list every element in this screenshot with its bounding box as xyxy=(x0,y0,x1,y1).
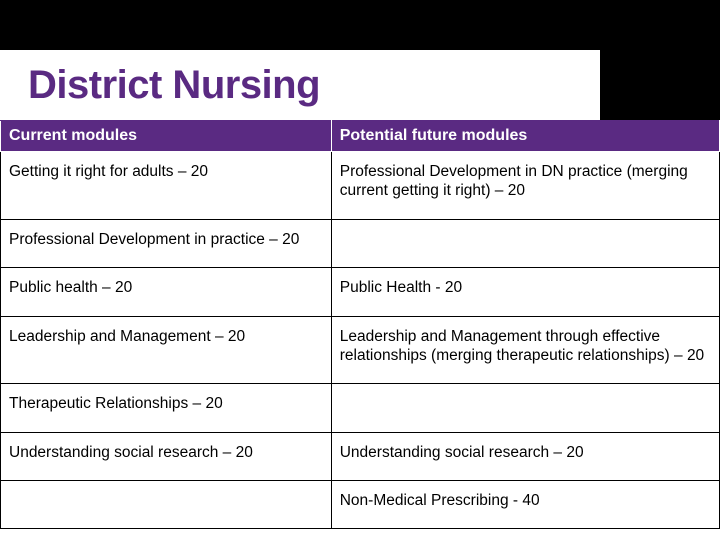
cell-future xyxy=(331,219,719,267)
table-row: Leadership and Management – 20 Leadershi… xyxy=(1,316,720,384)
table-row: Non-Medical Prescribing - 40 xyxy=(1,481,720,529)
cell-current: Understanding social research – 20 xyxy=(1,432,332,480)
cell-future: Public Health - 20 xyxy=(331,268,719,316)
col-header-current: Current modules xyxy=(1,121,332,152)
table-header-row: Current modules Potential future modules xyxy=(1,121,720,152)
table-row: Understanding social research – 20 Under… xyxy=(1,432,720,480)
title-box: District Nursing xyxy=(0,50,600,120)
table-row: Professional Development in practice – 2… xyxy=(1,219,720,267)
cell-current: Professional Development in practice – 2… xyxy=(1,219,332,267)
col-header-future: Potential future modules xyxy=(331,121,719,152)
modules-table-wrap: Current modules Potential future modules… xyxy=(0,120,720,540)
cell-future xyxy=(331,384,719,432)
cell-future: Leadership and Management through effect… xyxy=(331,316,719,384)
table-row: Therapeutic Relationships – 20 xyxy=(1,384,720,432)
modules-table: Current modules Potential future modules… xyxy=(0,120,720,529)
cell-future: Professional Development in DN practice … xyxy=(331,152,719,220)
cell-current xyxy=(1,481,332,529)
page-title: District Nursing xyxy=(28,63,320,108)
cell-current: Getting it right for adults – 20 xyxy=(1,152,332,220)
cell-current: Public health – 20 xyxy=(1,268,332,316)
slide: District Nursing Current modules Potenti… xyxy=(0,0,720,540)
table-row: Getting it right for adults – 20 Profess… xyxy=(1,152,720,220)
cell-future: Understanding social research – 20 xyxy=(331,432,719,480)
cell-future: Non-Medical Prescribing - 40 xyxy=(331,481,719,529)
table-row: Public health – 20 Public Health - 20 xyxy=(1,268,720,316)
cell-current: Therapeutic Relationships – 20 xyxy=(1,384,332,432)
cell-current: Leadership and Management – 20 xyxy=(1,316,332,384)
